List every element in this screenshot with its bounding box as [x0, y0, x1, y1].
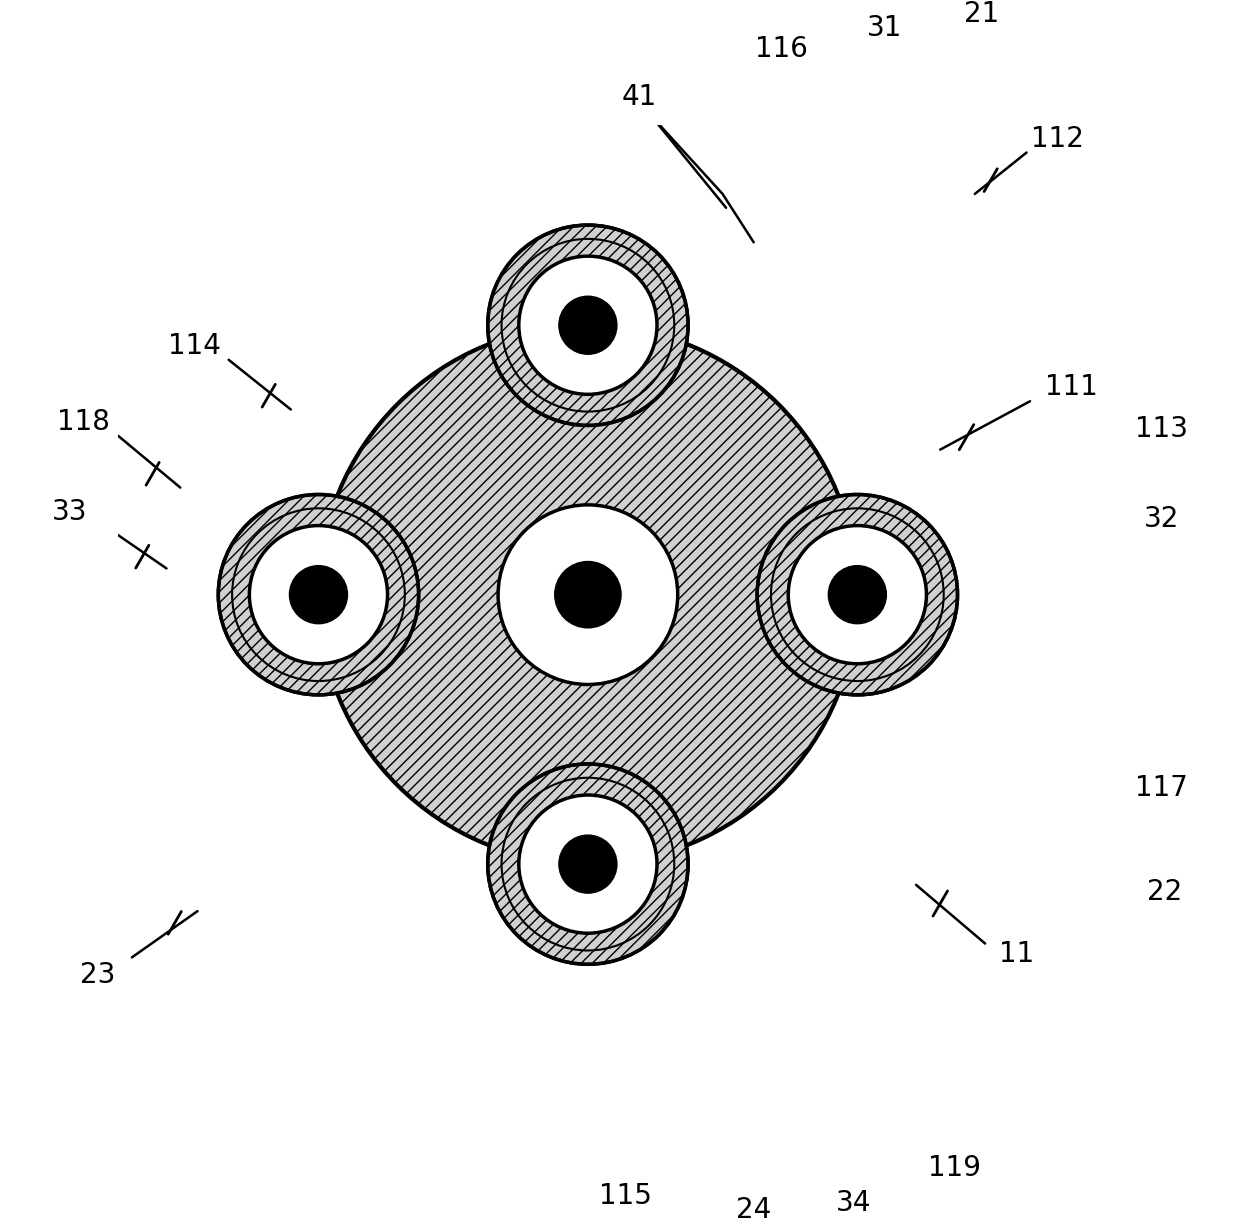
Circle shape	[789, 525, 926, 663]
Circle shape	[554, 562, 621, 628]
Circle shape	[518, 796, 657, 933]
Circle shape	[559, 835, 618, 894]
Circle shape	[289, 565, 347, 624]
Circle shape	[828, 565, 887, 624]
Circle shape	[758, 494, 957, 695]
Circle shape	[218, 494, 419, 695]
Text: 34: 34	[836, 1189, 872, 1217]
Text: 119: 119	[928, 1154, 981, 1182]
Text: 113: 113	[1135, 415, 1188, 443]
Text: 112: 112	[1032, 125, 1084, 153]
Text: 22: 22	[1147, 878, 1183, 906]
Circle shape	[498, 504, 678, 684]
Circle shape	[487, 764, 688, 965]
Text: 41: 41	[622, 83, 657, 111]
Text: 116: 116	[755, 34, 807, 62]
Text: 31: 31	[867, 15, 903, 42]
Text: 115: 115	[599, 1181, 652, 1209]
Circle shape	[249, 525, 388, 663]
Text: 118: 118	[57, 408, 110, 436]
Circle shape	[559, 296, 618, 354]
Text: 11: 11	[998, 940, 1034, 968]
Circle shape	[487, 225, 688, 426]
Text: 23: 23	[79, 961, 115, 989]
Text: 117: 117	[1135, 774, 1188, 802]
Circle shape	[319, 326, 857, 864]
Text: 111: 111	[1045, 373, 1097, 401]
Text: 33: 33	[52, 498, 88, 526]
Text: 24: 24	[737, 1196, 771, 1224]
Text: 114: 114	[167, 332, 221, 360]
Circle shape	[518, 256, 657, 394]
Text: 32: 32	[1143, 504, 1179, 532]
Text: 21: 21	[963, 0, 999, 28]
